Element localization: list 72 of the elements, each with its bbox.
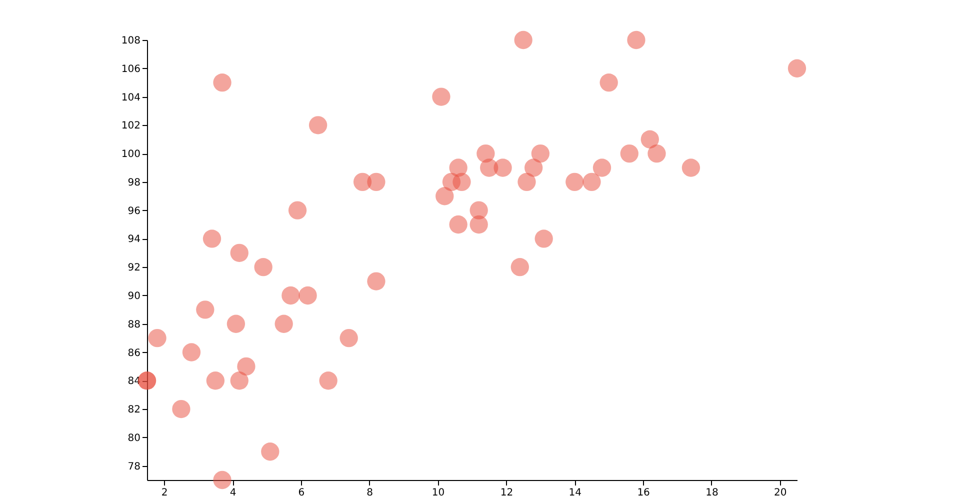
- point: [600, 74, 618, 92]
- point: [436, 187, 454, 206]
- x-tick-label: 16: [637, 488, 650, 498]
- point: [620, 144, 638, 163]
- y-tick-label: 88: [128, 319, 140, 330]
- x-tick-label: 4: [230, 488, 236, 498]
- point: [627, 30, 646, 50]
- y-tick-label: 82: [128, 404, 140, 416]
- point: [148, 329, 166, 348]
- point: [230, 372, 248, 390]
- point: [367, 272, 386, 290]
- y-tick-label: 92: [128, 262, 140, 274]
- point: [432, 88, 450, 106]
- point: [452, 172, 471, 191]
- point: [282, 286, 300, 305]
- point: [298, 286, 317, 305]
- point: [226, 314, 246, 333]
- point: [531, 144, 550, 163]
- x-tick-label: 20: [774, 488, 787, 498]
- x-tick-label: 2: [161, 488, 168, 498]
- point: [510, 258, 529, 276]
- x-tick-label: 18: [706, 488, 718, 498]
- point: [470, 215, 488, 234]
- y-tick-label: 98: [128, 177, 140, 188]
- point: [340, 329, 358, 348]
- x-tick-label: 8: [366, 488, 374, 498]
- point: [449, 158, 468, 177]
- y-tick-label: 108: [121, 36, 140, 46]
- point: [582, 172, 601, 191]
- point: [319, 372, 338, 390]
- y-tick-label: 106: [121, 64, 140, 75]
- x-tick-label: 12: [500, 488, 514, 498]
- point: [182, 343, 201, 362]
- point: [449, 215, 468, 234]
- point: [274, 314, 293, 333]
- point: [648, 144, 666, 163]
- y-tick-label: 94: [128, 234, 140, 246]
- point: [367, 172, 386, 191]
- point: [592, 158, 612, 177]
- x-tick-label: 14: [568, 488, 582, 498]
- y-tick-label: 100: [121, 149, 140, 160]
- point: [172, 400, 190, 418]
- point: [202, 230, 222, 248]
- point: [788, 59, 806, 78]
- point: [640, 130, 659, 148]
- point: [261, 442, 280, 461]
- point: [288, 201, 307, 220]
- x-tick-label: 10: [432, 488, 445, 498]
- point: [230, 244, 248, 262]
- point: [237, 357, 256, 376]
- point: [514, 30, 532, 50]
- y-tick-label: 86: [128, 348, 140, 359]
- point: [254, 258, 272, 276]
- point: [476, 144, 495, 163]
- point: [494, 158, 512, 177]
- point: [682, 158, 700, 177]
- y-tick-label: 104: [121, 92, 140, 104]
- point: [213, 470, 232, 490]
- y-tick-label: 80: [128, 432, 140, 444]
- point: [566, 172, 584, 191]
- x-tick-label: 6: [298, 488, 305, 498]
- y-tick-label: 78: [128, 461, 140, 472]
- point: [213, 74, 232, 92]
- point: [518, 172, 536, 191]
- y-tick-label: 96: [128, 206, 140, 217]
- point: [196, 300, 214, 319]
- point: [206, 372, 225, 390]
- point: [534, 230, 553, 248]
- y-tick-label: 102: [121, 120, 140, 132]
- y-tick-label: 90: [128, 290, 140, 302]
- point: [308, 116, 328, 134]
- point: [524, 158, 543, 177]
